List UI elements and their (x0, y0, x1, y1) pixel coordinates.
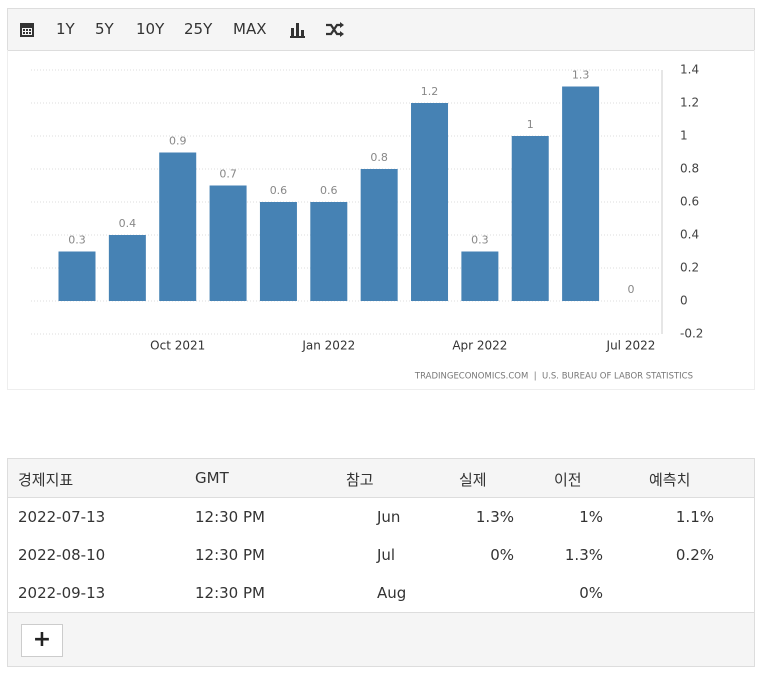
table-footer: + (8, 613, 754, 666)
value-label: 1 (527, 118, 534, 131)
table-cell: 2022-07-13 (18, 508, 106, 526)
table-cell: Jul (377, 546, 396, 564)
value-label: 0.7 (219, 168, 237, 181)
value-label: 0.9 (169, 135, 187, 148)
y-tick-label: 0.8 (680, 162, 699, 176)
bar (461, 251, 499, 301)
bar (259, 202, 297, 301)
y-tick-label: 1 (680, 129, 688, 143)
value-label: 0.6 (320, 184, 338, 197)
range-button[interactable]: 25Y (184, 20, 213, 38)
source: TRADINGECONOMICS.COM | U.S. BUREAU OF LA… (414, 372, 693, 382)
range-button[interactable]: 10Y (136, 20, 165, 38)
table-cell: 12:30 PM (195, 584, 265, 602)
value-label: 0.6 (270, 184, 288, 197)
value-label: 1.3 (572, 69, 590, 82)
value-label: 0 (627, 283, 634, 296)
y-tick-label: 0 (680, 294, 688, 308)
x-tick-label: Oct 2021 (150, 339, 205, 353)
y-tick-label: 0.2 (680, 261, 699, 275)
y-tick-label: 1.4 (680, 63, 699, 77)
table-cell: 12:30 PM (195, 546, 265, 564)
x-tick-label: Apr 2022 (452, 339, 507, 353)
bar (209, 185, 247, 301)
value-label: 0.3 (68, 234, 86, 247)
y-tick-label: 0.4 (680, 228, 699, 242)
table-cell: 12:30 PM (195, 508, 265, 526)
bar (411, 103, 449, 301)
bar-chart-icon[interactable] (288, 20, 308, 40)
calendar-table: + 경제지표 GMT 참고 실제 이전 예측치 2022-07-13 12:30 PM Jun 1… (7, 458, 755, 667)
y-tick-label: 0.6 (680, 195, 699, 209)
value-label: 0.3 (471, 234, 489, 247)
value-label: 0.4 (119, 217, 137, 230)
value-label: 1.2 (421, 85, 439, 98)
table-cell: Aug (377, 584, 407, 602)
range-button[interactable]: 5Y (95, 20, 114, 38)
x-tick-label: Jan 2022 (301, 339, 355, 353)
header-row: 경제지표 GMT 참고 실제 이전 예측치 (8, 459, 754, 498)
table-cell: 2022-08-10 (18, 546, 106, 564)
table-cell: 0% (490, 546, 514, 564)
range-button[interactable]: 1Y (56, 20, 75, 38)
table-cell: 1% (579, 508, 603, 526)
x-tick-label: Jul 2022 (606, 339, 656, 353)
header-cell: 이전 (554, 471, 582, 489)
header-cell: GMT (195, 469, 229, 487)
table-cell: 1.3% (475, 508, 514, 526)
calendar-icon[interactable] (18, 20, 38, 40)
value-label: 0.8 (370, 151, 388, 164)
bar (108, 235, 146, 301)
table-row: 2022-08-10 12:30 PM Jul 0% 1.3% 0.2% (8, 536, 754, 575)
y-tick-label: -0.2 (680, 327, 703, 341)
y-tick-label: 1.2 (680, 96, 699, 110)
header-cell: 예측치 (649, 471, 691, 489)
table-cell: 1.3% (564, 546, 603, 564)
bar (511, 136, 549, 301)
more-button[interactable]: + (21, 624, 63, 657)
chart-container: -0.2 0 0.2 0.4 0.6 0.8 1 1.2 1.4 0.3 0.4 0.9 Oct 202… (7, 50, 755, 390)
bar (58, 251, 96, 301)
table-cell: 2022-09-13 (18, 584, 106, 602)
bar (360, 169, 398, 301)
toolbar: 1Y 5Y 10Y 25Y MAX (7, 8, 755, 51)
bar (159, 152, 197, 301)
header-cell: 경제지표 (18, 471, 74, 489)
chart: -0.2 0 0.2 0.4 0.6 0.8 1 1.2 1.4 0.3 0.4 0.9 Oct 202… (31, 63, 703, 382)
table-cell: Jun (377, 508, 401, 526)
bar (310, 202, 348, 301)
bar (562, 86, 600, 301)
table-cell: 0.2% (675, 546, 714, 564)
shuffle-icon[interactable] (324, 20, 346, 40)
table-cell: 0% (579, 584, 603, 602)
table-cell: 1.1% (675, 508, 714, 526)
header-cell: 실제 (459, 471, 487, 489)
table-row: 2022-07-13 12:30 PM Jun 1.3% 1% 1.1% (8, 498, 754, 537)
header-cell: 참고 (346, 471, 374, 489)
range-button[interactable]: MAX (233, 20, 267, 38)
table-row: 2022-09-13 12:30 PM Aug 0% (8, 574, 754, 613)
